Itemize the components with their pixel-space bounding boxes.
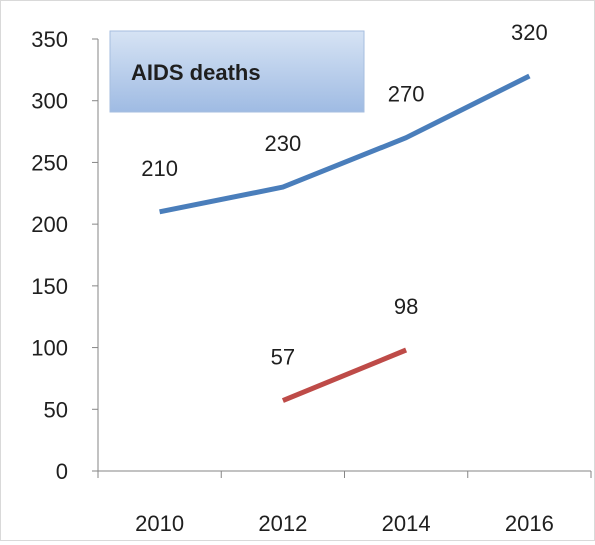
series-line-1: [159, 73, 531, 215]
data-label: 320: [511, 20, 548, 45]
data-label: 98: [394, 294, 418, 319]
y-tick-label: 100: [31, 336, 68, 361]
y-tick-label: 150: [31, 274, 68, 299]
y-tick-label: 200: [31, 212, 68, 237]
data-labels: 210 230 270 320 57 98: [141, 20, 547, 370]
x-tick-label: 2010: [135, 511, 184, 536]
chart-title-box: AIDS deaths: [109, 30, 365, 113]
series-line-2: [281, 347, 408, 403]
series-lines: [159, 73, 531, 403]
axes: 0 50 100 150 200 250 300 350 2010 2012 2014 2016: [31, 27, 592, 536]
chart-title-background: [109, 30, 365, 113]
y-tick-label: 250: [31, 150, 68, 175]
x-tick-label: 2012: [258, 511, 307, 536]
y-tick-label: 50: [44, 397, 68, 422]
y-tick-label: 350: [31, 27, 68, 52]
data-label: 57: [271, 345, 295, 370]
data-label: 230: [265, 131, 302, 156]
x-tick-label: 2014: [382, 511, 431, 536]
data-label: 270: [388, 82, 425, 107]
x-tick-label: 2016: [505, 511, 554, 536]
y-tick-label: 300: [31, 89, 68, 114]
y-tick-label: 0: [56, 459, 68, 484]
data-label: 210: [141, 156, 178, 181]
chart-title: AIDS deaths: [131, 60, 261, 85]
